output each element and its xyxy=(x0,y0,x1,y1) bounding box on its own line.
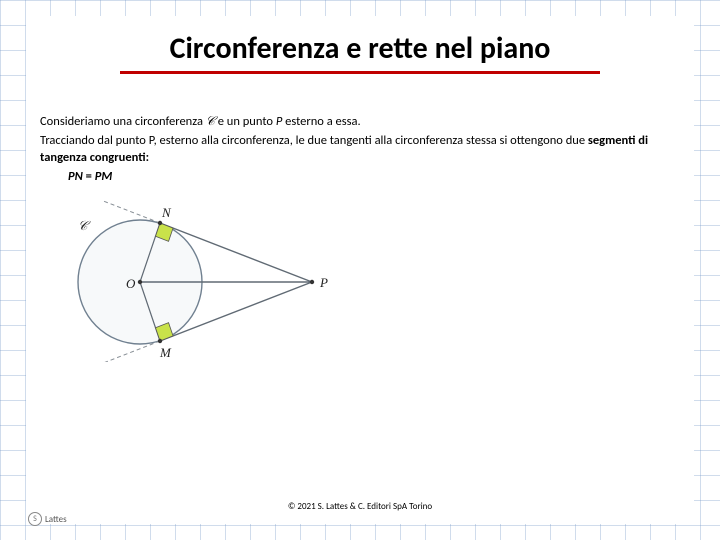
svg-text:M: M xyxy=(159,345,172,360)
content-panel: Circonferenza e rette nel piano Consider… xyxy=(26,16,694,524)
svg-text:N: N xyxy=(161,205,172,220)
svg-text:𝒞: 𝒞 xyxy=(78,218,91,233)
p1-a: Consideriamo una circonferenza xyxy=(40,114,206,129)
svg-text:P: P xyxy=(319,275,328,290)
logo-text: Lattes xyxy=(45,514,67,525)
slide-grid-background: Circonferenza e rette nel piano Consider… xyxy=(0,0,720,540)
equation: PN = PM xyxy=(40,169,680,186)
p1-c: esterno a essa. xyxy=(282,114,360,129)
logo-mark-icon: S xyxy=(28,512,42,526)
eq-mid: = xyxy=(83,169,95,184)
copyright-footer: © 2021 S. Lattes & C. Editori SpA Torino xyxy=(26,501,694,512)
p2-a: Tracciando dal punto P, esterno alla cir… xyxy=(40,133,588,148)
paragraph-1: Consideriamo una circonferenza 𝒞 e un pu… xyxy=(40,114,680,131)
eq-left: PN xyxy=(68,169,83,184)
page-title: Circonferenza e rette nel piano xyxy=(26,16,694,67)
body-text: Consideriamo una circonferenza 𝒞 e un pu… xyxy=(26,74,694,362)
svg-text:O: O xyxy=(126,276,136,291)
tangent-figure: O N M P 𝒞 xyxy=(40,192,340,362)
paragraph-2: Tracciando dal punto P, esterno alla cir… xyxy=(40,133,680,167)
figure-svg: O N M P 𝒞 xyxy=(40,192,340,362)
eq-right: PM xyxy=(95,169,113,184)
p1-b: e un punto xyxy=(215,114,276,129)
script-c: 𝒞 xyxy=(206,114,215,129)
publisher-logo: S Lattes xyxy=(28,512,67,526)
